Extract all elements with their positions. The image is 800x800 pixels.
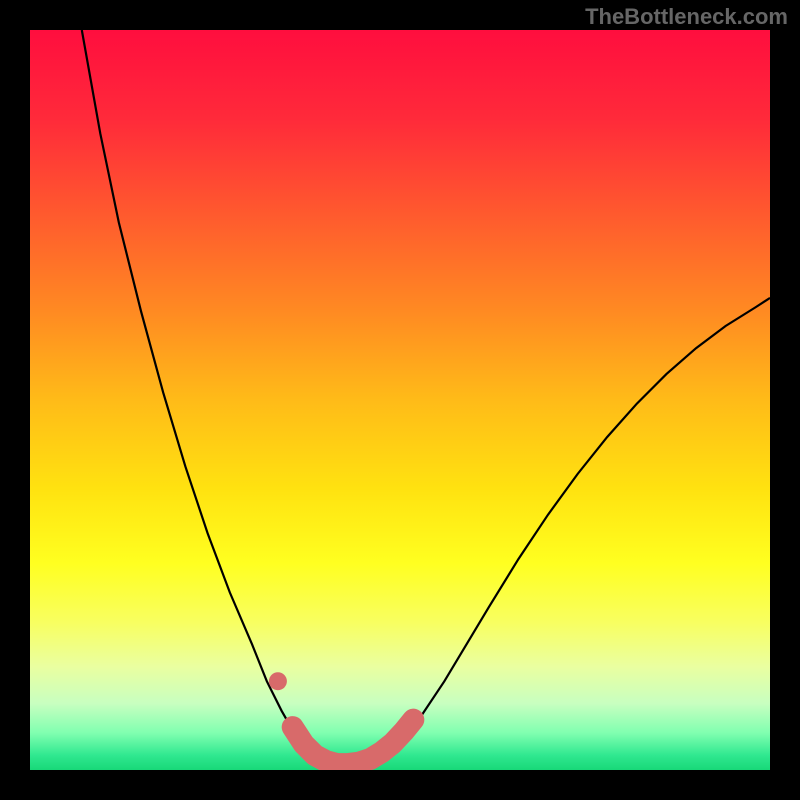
highlight-marker [269, 672, 287, 690]
chart-svg [30, 30, 770, 770]
watermark-label: TheBottleneck.com [585, 4, 788, 30]
gradient-background [30, 30, 770, 770]
plot-area [30, 30, 770, 770]
